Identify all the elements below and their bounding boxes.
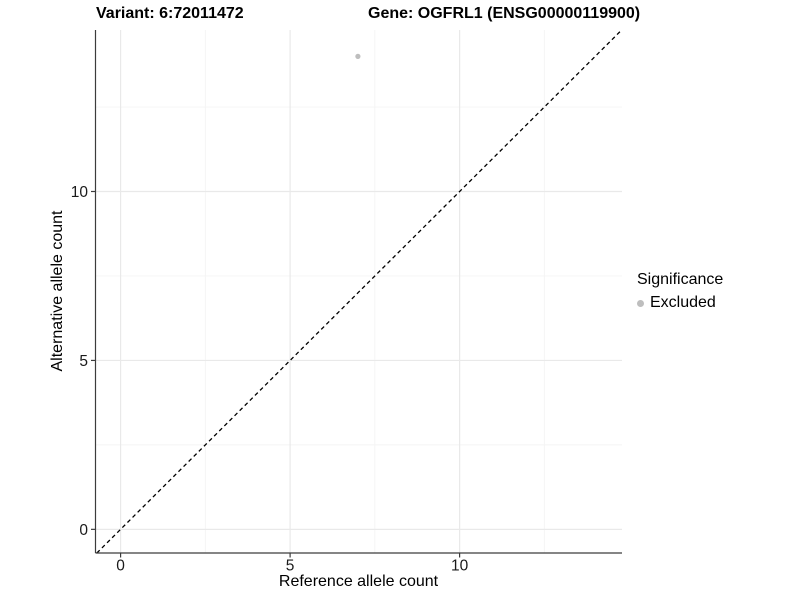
x-axis-title: Reference allele count xyxy=(278,573,439,590)
y-axis-title: Alternative allele count xyxy=(49,210,66,372)
legend-item-label: Excluded xyxy=(650,294,716,311)
x-tick-label: 5 xyxy=(286,558,295,575)
legend-item-excluded: Excluded xyxy=(637,294,797,312)
legend-title: Significance xyxy=(637,271,724,288)
y-tick-label: 0 xyxy=(79,522,88,539)
legend: Significance Excluded xyxy=(637,271,797,312)
y-tick-label: 5 xyxy=(79,353,88,370)
legend-point-icon xyxy=(637,299,644,307)
variant-title: Variant: 6:72011472 xyxy=(96,5,244,22)
x-tick-label: 10 xyxy=(451,558,469,575)
data-point xyxy=(355,53,361,59)
gene-title: Gene: OGFRL1 (ENSG00000119900) xyxy=(368,5,641,22)
x-tick-label: 0 xyxy=(116,558,125,575)
y-tick-label: 10 xyxy=(71,184,89,201)
identity-line xyxy=(96,29,623,554)
